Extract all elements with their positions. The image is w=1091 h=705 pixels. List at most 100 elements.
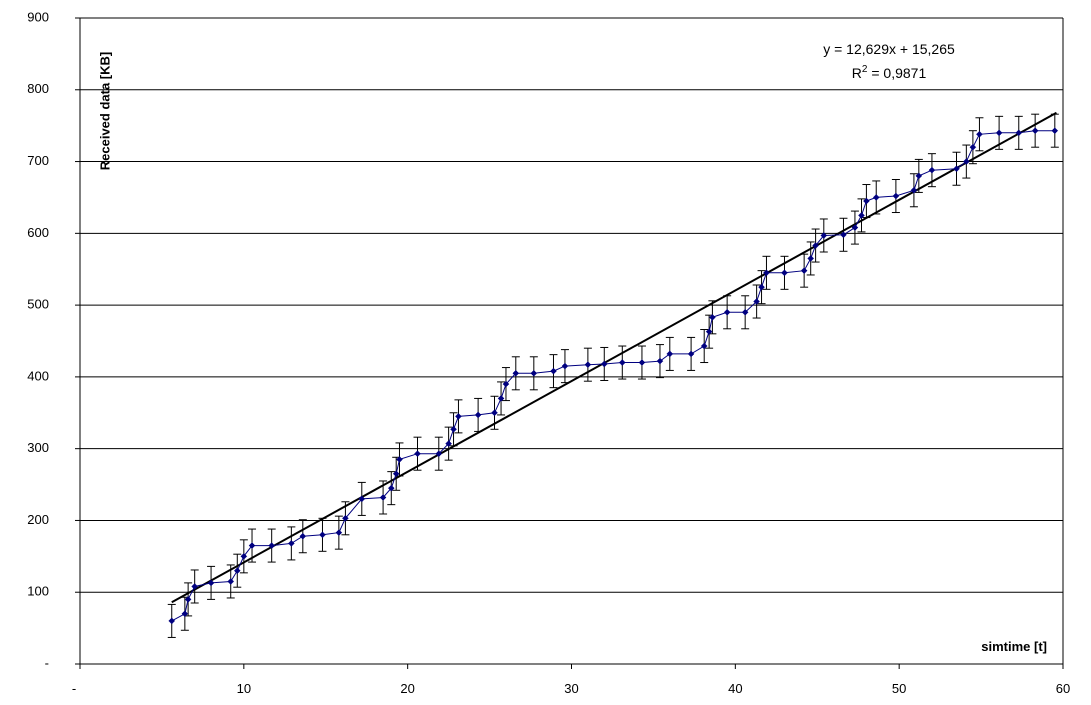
grid-lines	[80, 17, 1063, 593]
y-tick-label-900: 900	[27, 9, 49, 24]
data-point	[812, 242, 819, 249]
axes	[75, 17, 1064, 669]
data-point	[618, 359, 626, 366]
x-tick-label-0: -	[72, 681, 76, 696]
y-tick-label-600: 600	[27, 225, 49, 240]
data-point	[184, 596, 192, 603]
data-point	[807, 255, 815, 262]
data-point	[387, 484, 395, 492]
y-tick-label-300: 300	[27, 440, 49, 455]
y-tick-label-800: 800	[27, 81, 49, 96]
x-tick-label-50: 50	[892, 681, 906, 696]
data-point	[233, 567, 241, 575]
data-point	[392, 470, 400, 478]
data-point	[227, 578, 235, 585]
y-tick-label-100: 100	[27, 584, 49, 599]
trendline-equation: y = 12,629x + 15,265	[823, 41, 955, 57]
data-point	[976, 130, 983, 138]
data-point	[851, 224, 859, 231]
x-axis-title: simtime [t]	[981, 639, 1047, 654]
data-point	[705, 328, 713, 336]
data-point	[530, 369, 538, 377]
data-point	[910, 186, 918, 194]
data-point	[168, 617, 176, 625]
data-point	[723, 308, 731, 316]
x-tick-label-40: 40	[728, 681, 742, 696]
data-point	[512, 369, 520, 377]
data-point	[491, 409, 498, 417]
data-point	[820, 232, 828, 239]
r-squared-value: = 0,9871	[867, 65, 926, 81]
data-point	[287, 540, 295, 547]
r-squared-symbol: R	[852, 65, 862, 81]
data-point	[928, 166, 936, 174]
y-tick-label-400: 400	[27, 368, 49, 383]
data-point	[800, 267, 808, 275]
data-point	[753, 298, 760, 305]
y-tick-label-500: 500	[27, 297, 49, 312]
y-tick-label-700: 700	[27, 153, 49, 168]
data-point	[240, 552, 248, 560]
data-point	[666, 350, 674, 358]
data-point	[474, 411, 482, 419]
data-point	[709, 313, 716, 321]
data-point	[299, 532, 307, 540]
data-point	[915, 172, 923, 180]
data-point	[741, 308, 749, 316]
y-axis-title: Received data [KB]	[97, 52, 112, 170]
data-point	[450, 425, 457, 433]
data-point	[248, 542, 256, 549]
data-point	[502, 380, 510, 388]
data-point	[445, 440, 452, 447]
data-point	[319, 531, 326, 539]
data-point	[497, 395, 505, 402]
data-point	[181, 610, 189, 618]
data-point	[584, 361, 592, 369]
data-point	[600, 360, 608, 368]
data-point	[268, 542, 276, 549]
x-tick-label-60: 60	[1056, 681, 1070, 696]
r-squared-superscript: 2	[862, 64, 868, 75]
data-point	[969, 143, 977, 151]
x-tick-label-10: 10	[237, 681, 251, 696]
data-point	[550, 367, 557, 375]
data-point	[781, 269, 788, 277]
data-point	[656, 357, 664, 365]
data-point	[414, 450, 421, 458]
data-point	[435, 450, 443, 458]
data-point	[1015, 129, 1023, 137]
y-tick-label-200: 200	[27, 512, 49, 527]
x-tick-label-20: 20	[400, 681, 414, 696]
data-point	[863, 197, 870, 205]
data-point	[687, 350, 695, 358]
data-point	[638, 359, 646, 366]
data-point	[758, 283, 765, 291]
data-point	[763, 269, 770, 277]
y-tick-labels: - 100 200 300 400 500 600 700 800 900	[27, 9, 49, 670]
data-point	[1051, 127, 1059, 135]
data-series	[168, 127, 1059, 625]
data-point	[1031, 127, 1039, 135]
data-point	[840, 231, 847, 239]
data-point	[358, 495, 366, 503]
data-point	[396, 456, 403, 463]
y-tick-label-0: -	[45, 655, 49, 670]
data-point	[953, 165, 960, 173]
series-line	[171, 130, 1055, 622]
data-point	[995, 129, 1003, 137]
trendline-line	[171, 111, 1057, 604]
data-point	[342, 514, 349, 522]
data-point	[561, 362, 569, 370]
r-squared-label: R2 = 0,9871	[852, 64, 927, 81]
data-point	[892, 192, 900, 200]
x-tick-labels: - 10 20 30 40 50 60	[72, 681, 1070, 696]
data-point	[700, 342, 708, 350]
x-tick-label-30: 30	[564, 681, 578, 696]
data-point	[379, 494, 387, 501]
trendline	[171, 111, 1057, 604]
data-point	[207, 579, 215, 587]
data-point	[962, 158, 970, 165]
